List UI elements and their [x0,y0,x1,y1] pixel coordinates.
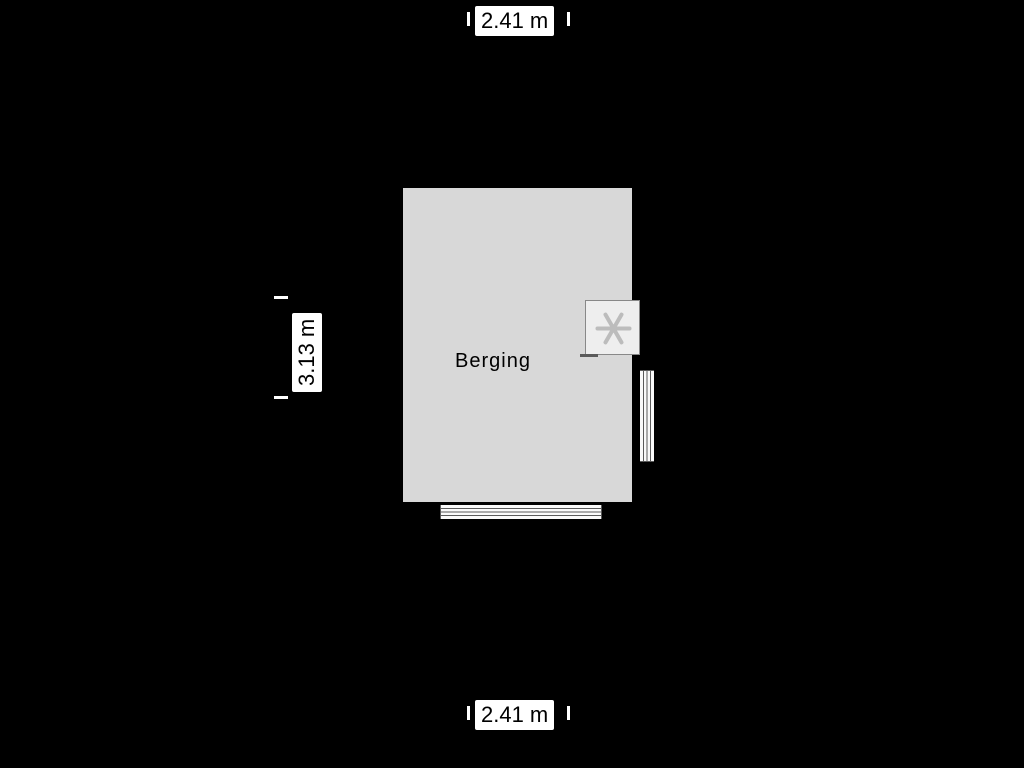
floorplan-canvas: Berging 2.41 m 2.41 m 3.13 m [0,0,1024,768]
window-right [640,370,654,462]
dimension-tick [467,12,470,26]
dimension-tick [274,396,288,399]
appliance-fan-icon [585,300,640,355]
dimension-tick [467,706,470,720]
appliance-marker [580,354,598,357]
dimension-label-bottom: 2.41 m [475,700,554,730]
dimension-tick [567,706,570,720]
dimension-label-left: 3.13 m [292,313,322,392]
dimension-label-top: 2.41 m [475,6,554,36]
dimension-tick [567,12,570,26]
door-bottom [440,505,602,519]
dimension-tick [274,296,288,299]
room-label: Berging [455,350,531,373]
